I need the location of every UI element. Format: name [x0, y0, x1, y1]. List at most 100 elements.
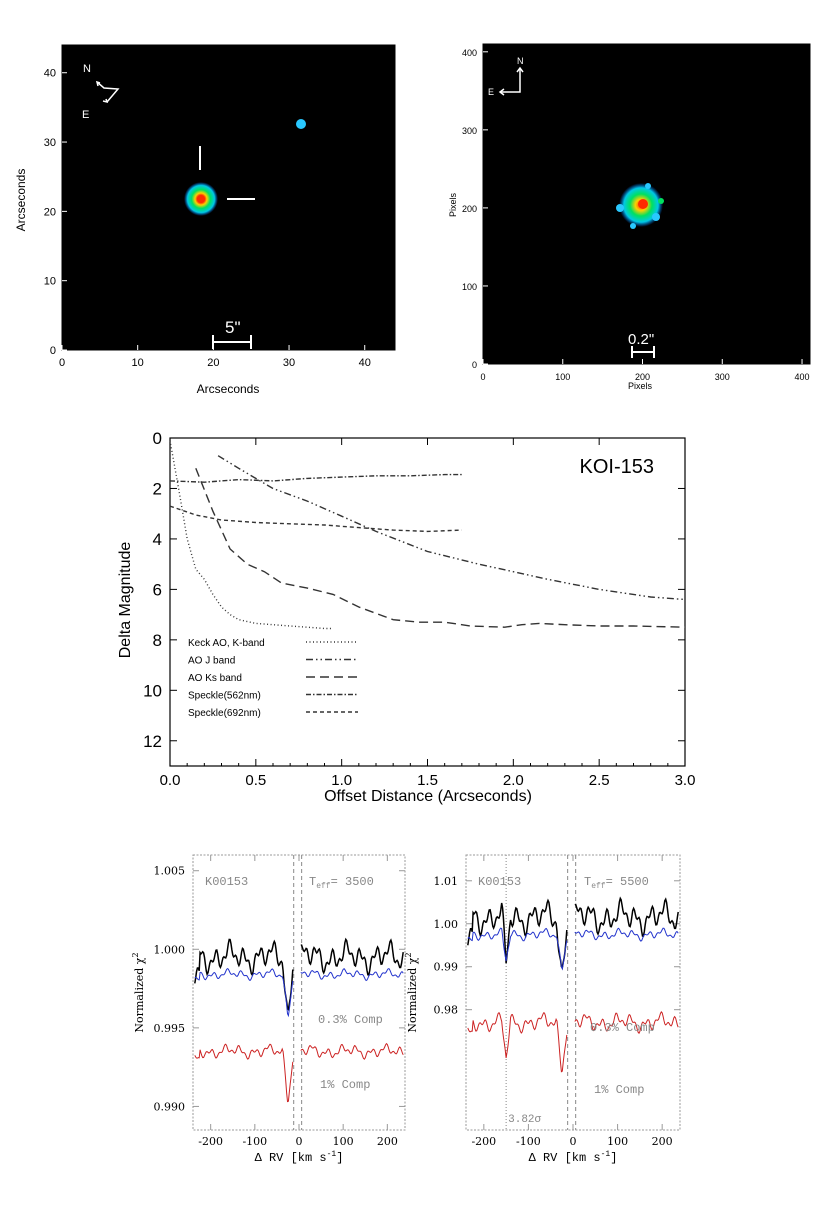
- chi2-y-tick-label: 0.990: [154, 1100, 186, 1113]
- chi2-curve-0-3-comp: [194, 967, 294, 1018]
- panel-b-y-axis-label: Pixels: [448, 193, 458, 218]
- chi2-star-label: K00153: [205, 875, 248, 889]
- chi2-y-tick-label: 1.00: [434, 918, 459, 931]
- panel-a-wide-field-image: N E 5" 00 10 10 20 20 30 30 40 40 Arcseconds Arc…: [14, 44, 396, 396]
- contrast-y-tick-label: 0: [153, 429, 162, 448]
- panel-b-x-tick-label: 300: [715, 372, 730, 382]
- panel-b-x-tick-label: 400: [795, 372, 810, 382]
- contrast-legend-label: Keck AO, K-band: [188, 638, 265, 649]
- contrast-x-tick-label: 1.5: [417, 772, 438, 789]
- contrast-series-3: [169, 473, 462, 483]
- contrast-y-tick-label: 8: [153, 631, 162, 650]
- chi2-frame: [465, 854, 681, 1131]
- panel-a-compass-east: E: [82, 109, 89, 121]
- panel-b-y-tick-label: 0: [472, 360, 477, 370]
- contrast-series-4: [169, 505, 462, 533]
- chi2-x-tick-label: 0: [570, 1135, 577, 1148]
- chi2-curve-0-3-comp: [467, 927, 568, 971]
- panel-b-y-tick-label: 400: [462, 48, 477, 58]
- panel-a-frame: [61, 44, 396, 351]
- panel-b-target-star: [616, 183, 664, 229]
- panel-a-x-tick-label: 0: [59, 357, 65, 369]
- contrast-series-2: [195, 468, 686, 628]
- chi2-panel-right: -200 -100 0 100 200 0.98 0.99 1.00 1.01 K00153 Tef…: [404, 854, 681, 1165]
- chi2-y-axis-label: Normalized χ2: [131, 952, 146, 1032]
- chi2-x-tick-label: -200: [198, 1135, 223, 1148]
- chi2-annotation-1-comp: 1% Comp: [320, 1078, 370, 1092]
- panel-a-y-tick-label: 30: [44, 137, 56, 149]
- contrast-legend-label: Speckle(692nm): [188, 708, 261, 719]
- contrast-axes: 0.0 0.5 1.0 1.5 2.0 2.5 3.0 0 2 4 6 8 10 12: [143, 429, 695, 789]
- chi2-x-axis-label: Δ RV [km s-1]: [529, 1150, 618, 1165]
- chi2-x-tick-label: -100: [242, 1135, 267, 1148]
- panel-b-y-tick-label: 300: [462, 126, 477, 136]
- panel-b-y-tick-label: 200: [462, 204, 477, 214]
- contrast-y-tick-label: 2: [153, 479, 162, 498]
- chi2-curve-1-comp: [467, 1011, 568, 1073]
- chi2-frame: [192, 854, 406, 1131]
- panel-b-compass-north: N: [517, 56, 524, 66]
- chi2-curve-0-3-comp: [574, 927, 679, 942]
- panel-b-x-tick-label: 200: [635, 372, 650, 382]
- chi2-y-tick-label: 0.98: [434, 1004, 459, 1017]
- chi2-annotation-0.3-comp: 0.3% Comp: [590, 1021, 655, 1035]
- panel-a-x-tick-label: 10: [132, 357, 144, 369]
- panel-a-y-tick-label: 20: [44, 206, 56, 218]
- contrast-curve-chart: 0.0 0.5 1.0 1.5 2.0 2.5 3.0 0 2 4 6 8 10 12 KOI-153 O…: [117, 429, 695, 805]
- contrast-chart-title: KOI-153: [580, 456, 654, 478]
- chi2-y-tick-label: 1.005: [154, 865, 186, 878]
- contrast-y-tick-label: 6: [153, 580, 162, 599]
- contrast-series: [169, 440, 686, 630]
- chi2-sigma-label: 3.82σ: [508, 1114, 541, 1126]
- chi2-curve-0-3-comp: [300, 968, 404, 982]
- panel-b-ticks: 00 100 100 200 200 300 300 400 400: [462, 48, 810, 382]
- chi2-y-tick-label: 1.01: [434, 875, 459, 888]
- chi2-curve-observed: [300, 937, 404, 976]
- panel-a-compass-north: N: [83, 63, 91, 75]
- panel-a-x-tick-label: 40: [359, 357, 371, 369]
- panel-a-x-axis-label: Arcseconds: [197, 382, 260, 396]
- chi2-annotation-1-comp: 1% Comp: [594, 1083, 644, 1097]
- panel-a-scale-label: 5": [225, 318, 241, 337]
- chi2-star-label: K00153: [478, 875, 521, 889]
- chi2-y-axis-label: Normalized χ2: [404, 952, 419, 1032]
- panel-b-scale-bar: [631, 346, 655, 358]
- panel-b-x-tick-label: 0: [480, 372, 485, 382]
- contrast-legend: Keck AO, K-band AO J band AO Ks band Speckl…: [188, 638, 358, 719]
- panel-a-x-tick-label: 30: [283, 357, 295, 369]
- chi2-curve-1-comp: [300, 1042, 404, 1060]
- panel-b-speckle-image: N E 0.2" 00 100 100 200 200 300 300 400 400 Pixe…: [448, 43, 811, 391]
- contrast-legend-label: Speckle(562nm): [188, 691, 261, 702]
- chi2-x-tick-label: 100: [333, 1135, 354, 1148]
- chi2-curve-1-comp: [194, 1043, 294, 1103]
- chi2-x-tick-label: 200: [377, 1135, 398, 1148]
- panel-b-x-axis-label: Pixels: [628, 381, 653, 391]
- contrast-legend-label: AO J band: [188, 656, 235, 667]
- chi2-annotation-0.3-comp: 0.3% Comp: [318, 1013, 383, 1027]
- contrast-series-0: [169, 440, 334, 630]
- chi2-y-tick-label: 0.995: [154, 1022, 186, 1035]
- contrast-x-tick-label: 2.5: [589, 772, 610, 789]
- contrast-x-tick-label: 3.0: [675, 772, 696, 789]
- panel-a-ticks: 00 10 10 20 20 30 30 40 40: [44, 68, 371, 369]
- chi2-teff-label: Teff= 5500: [584, 875, 649, 891]
- contrast-x-tick-label: 0.0: [160, 772, 181, 789]
- panel-b-x-tick-label: 100: [555, 372, 570, 382]
- chi2-curve-observed: [467, 898, 568, 970]
- panel-b-compass-east: E: [488, 87, 494, 97]
- chi2-y-tick-label: 0.99: [434, 961, 459, 974]
- panel-a-y-tick-label: 10: [44, 276, 56, 288]
- panel-a-companion-star: [296, 119, 306, 129]
- chi2-x-tick-label: 100: [607, 1135, 628, 1148]
- contrast-x-tick-label: 0.5: [245, 772, 266, 789]
- contrast-y-tick-label: 10: [143, 681, 162, 700]
- chi2-curve-observed: [194, 938, 294, 1012]
- chi2-teff-label: Teff= 3500: [309, 875, 374, 891]
- panel-b-frame: [482, 43, 811, 365]
- panel-a-compass-icon: [95, 80, 120, 104]
- panel-a-x-tick-label: 20: [207, 357, 219, 369]
- chi2-curve-observed: [574, 896, 679, 938]
- contrast-x-tick-label: 1.0: [331, 772, 352, 789]
- contrast-legend-label: AO Ks band: [188, 673, 242, 684]
